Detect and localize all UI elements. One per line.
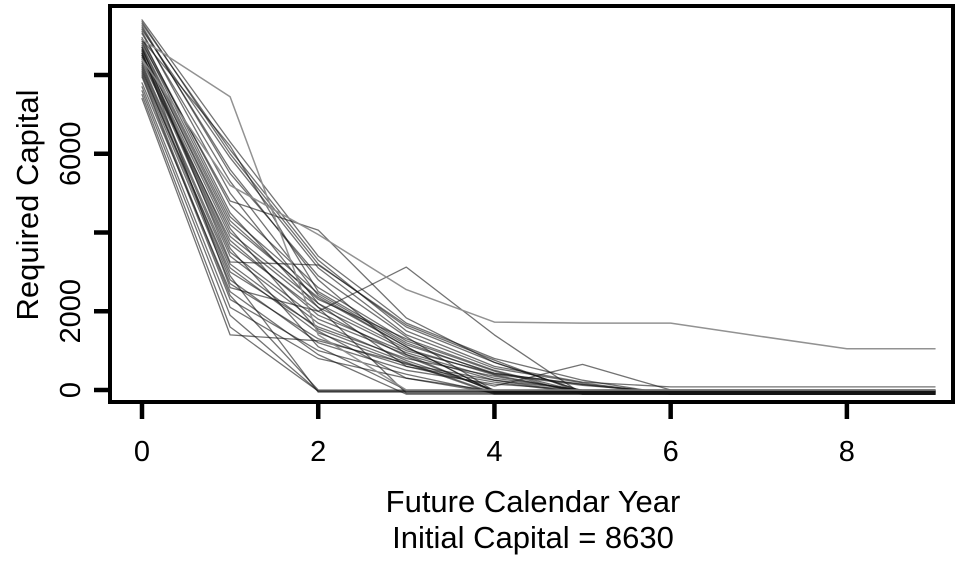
simulation-path bbox=[141, 36, 936, 394]
x-tick-label: 4 bbox=[486, 436, 502, 468]
simulation-path bbox=[141, 60, 936, 391]
x-tick-label: 6 bbox=[663, 436, 679, 468]
simulation-path bbox=[141, 86, 936, 394]
simulation-paths bbox=[141, 19, 936, 395]
axis-ticks: 0 2 4 6 8 0 2000 6000 bbox=[55, 72, 855, 468]
simulation-path bbox=[141, 58, 936, 350]
simulation-path bbox=[141, 46, 936, 393]
simulation-path bbox=[141, 56, 936, 391]
x-tick-label: 0 bbox=[134, 436, 150, 468]
simulation-path bbox=[141, 52, 936, 394]
simulation-path bbox=[141, 27, 936, 394]
y-tick-label: 0 bbox=[55, 382, 87, 398]
simulation-path bbox=[141, 29, 936, 395]
simulation-path bbox=[141, 94, 936, 392]
simulation-path bbox=[141, 21, 936, 392]
simulation-path bbox=[141, 76, 936, 394]
simulation-path bbox=[141, 33, 936, 393]
simulation-path bbox=[141, 90, 936, 392]
simulation-path bbox=[141, 38, 936, 391]
simulation-path bbox=[141, 42, 936, 392]
simulation-path bbox=[141, 54, 936, 391]
x-tick-label: 8 bbox=[839, 436, 855, 468]
simulation-path bbox=[141, 66, 936, 393]
simulation-path bbox=[141, 82, 936, 395]
y-tick-label: 2000 bbox=[55, 279, 87, 344]
simulation-path bbox=[141, 50, 936, 395]
x-axis-label: Future Calendar Year bbox=[386, 484, 681, 519]
simulation-path bbox=[141, 23, 936, 388]
y-axis-label: Required Capital bbox=[10, 90, 45, 321]
simulation-path bbox=[141, 44, 936, 393]
plot-box bbox=[108, 4, 955, 404]
simulation-path bbox=[141, 38, 936, 393]
simulation-path bbox=[141, 19, 936, 395]
x-tick-label: 2 bbox=[310, 436, 326, 468]
simulation-path bbox=[141, 25, 936, 392]
y-tick-label: 6000 bbox=[55, 121, 87, 186]
chart-subtitle: Initial Capital = 8630 bbox=[392, 520, 674, 555]
